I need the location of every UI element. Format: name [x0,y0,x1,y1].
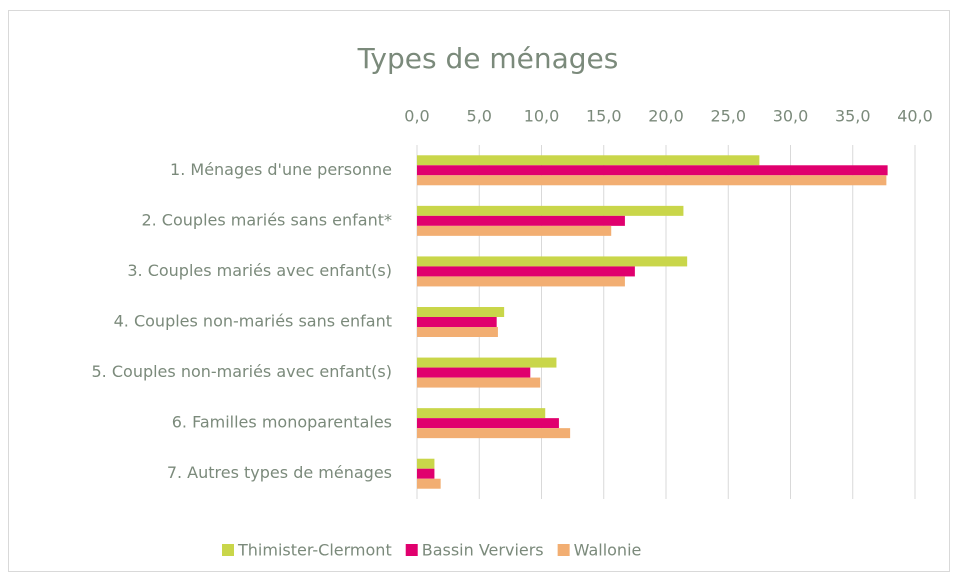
x-tick-label: 10,0 [524,107,560,126]
bar [417,225,612,236]
y-tick-label: 3. Couples mariés avec enfant(s) [127,261,392,280]
bar [417,458,435,469]
x-tick-label: 35,0 [835,107,871,126]
bar [417,205,684,216]
bar [417,428,571,439]
x-tick-label: 40,0 [897,107,933,126]
bar [417,165,888,176]
legend-label: Bassin Verviers [422,541,544,560]
y-tick-label: 1. Ménages d'une personne [170,160,392,179]
bar [417,327,498,337]
legend-swatch [405,544,418,556]
y-tick-label: 2. Couples mariés sans enfant* [141,210,392,229]
chart-title: Types de ménages [357,42,619,75]
bar [417,377,541,388]
bar [417,266,635,277]
bar [417,317,497,327]
legend-label: Wallonie [574,541,642,560]
bar [417,357,557,368]
bar [417,408,546,419]
x-tick-label: 0,0 [404,107,429,126]
x-tick-label: 25,0 [710,107,746,126]
legend-label: Thimister-Clermont [237,541,392,560]
bar [417,155,760,166]
bar [417,256,688,267]
y-tick-label: 5. Couples non-mariés avec enfant(s) [92,362,393,381]
bar [417,367,531,378]
bar [417,175,887,186]
bar [417,215,625,226]
x-tick-label: 20,0 [648,107,684,126]
bar [417,478,441,489]
y-tick-label: 6. Familles monoparentales [172,413,392,432]
bar [417,468,435,479]
bar [417,276,625,287]
bar [417,307,505,317]
x-tick-label: 15,0 [586,107,622,126]
y-tick-label: 7. Autres types de ménages [167,463,392,482]
legend-swatch [222,544,234,556]
y-tick-label: 4. Couples non-mariés sans enfant [114,312,392,331]
x-tick-label: 5,0 [467,107,492,126]
legend-swatch [557,544,570,556]
bar [417,418,559,429]
x-tick-label: 30,0 [773,107,809,126]
